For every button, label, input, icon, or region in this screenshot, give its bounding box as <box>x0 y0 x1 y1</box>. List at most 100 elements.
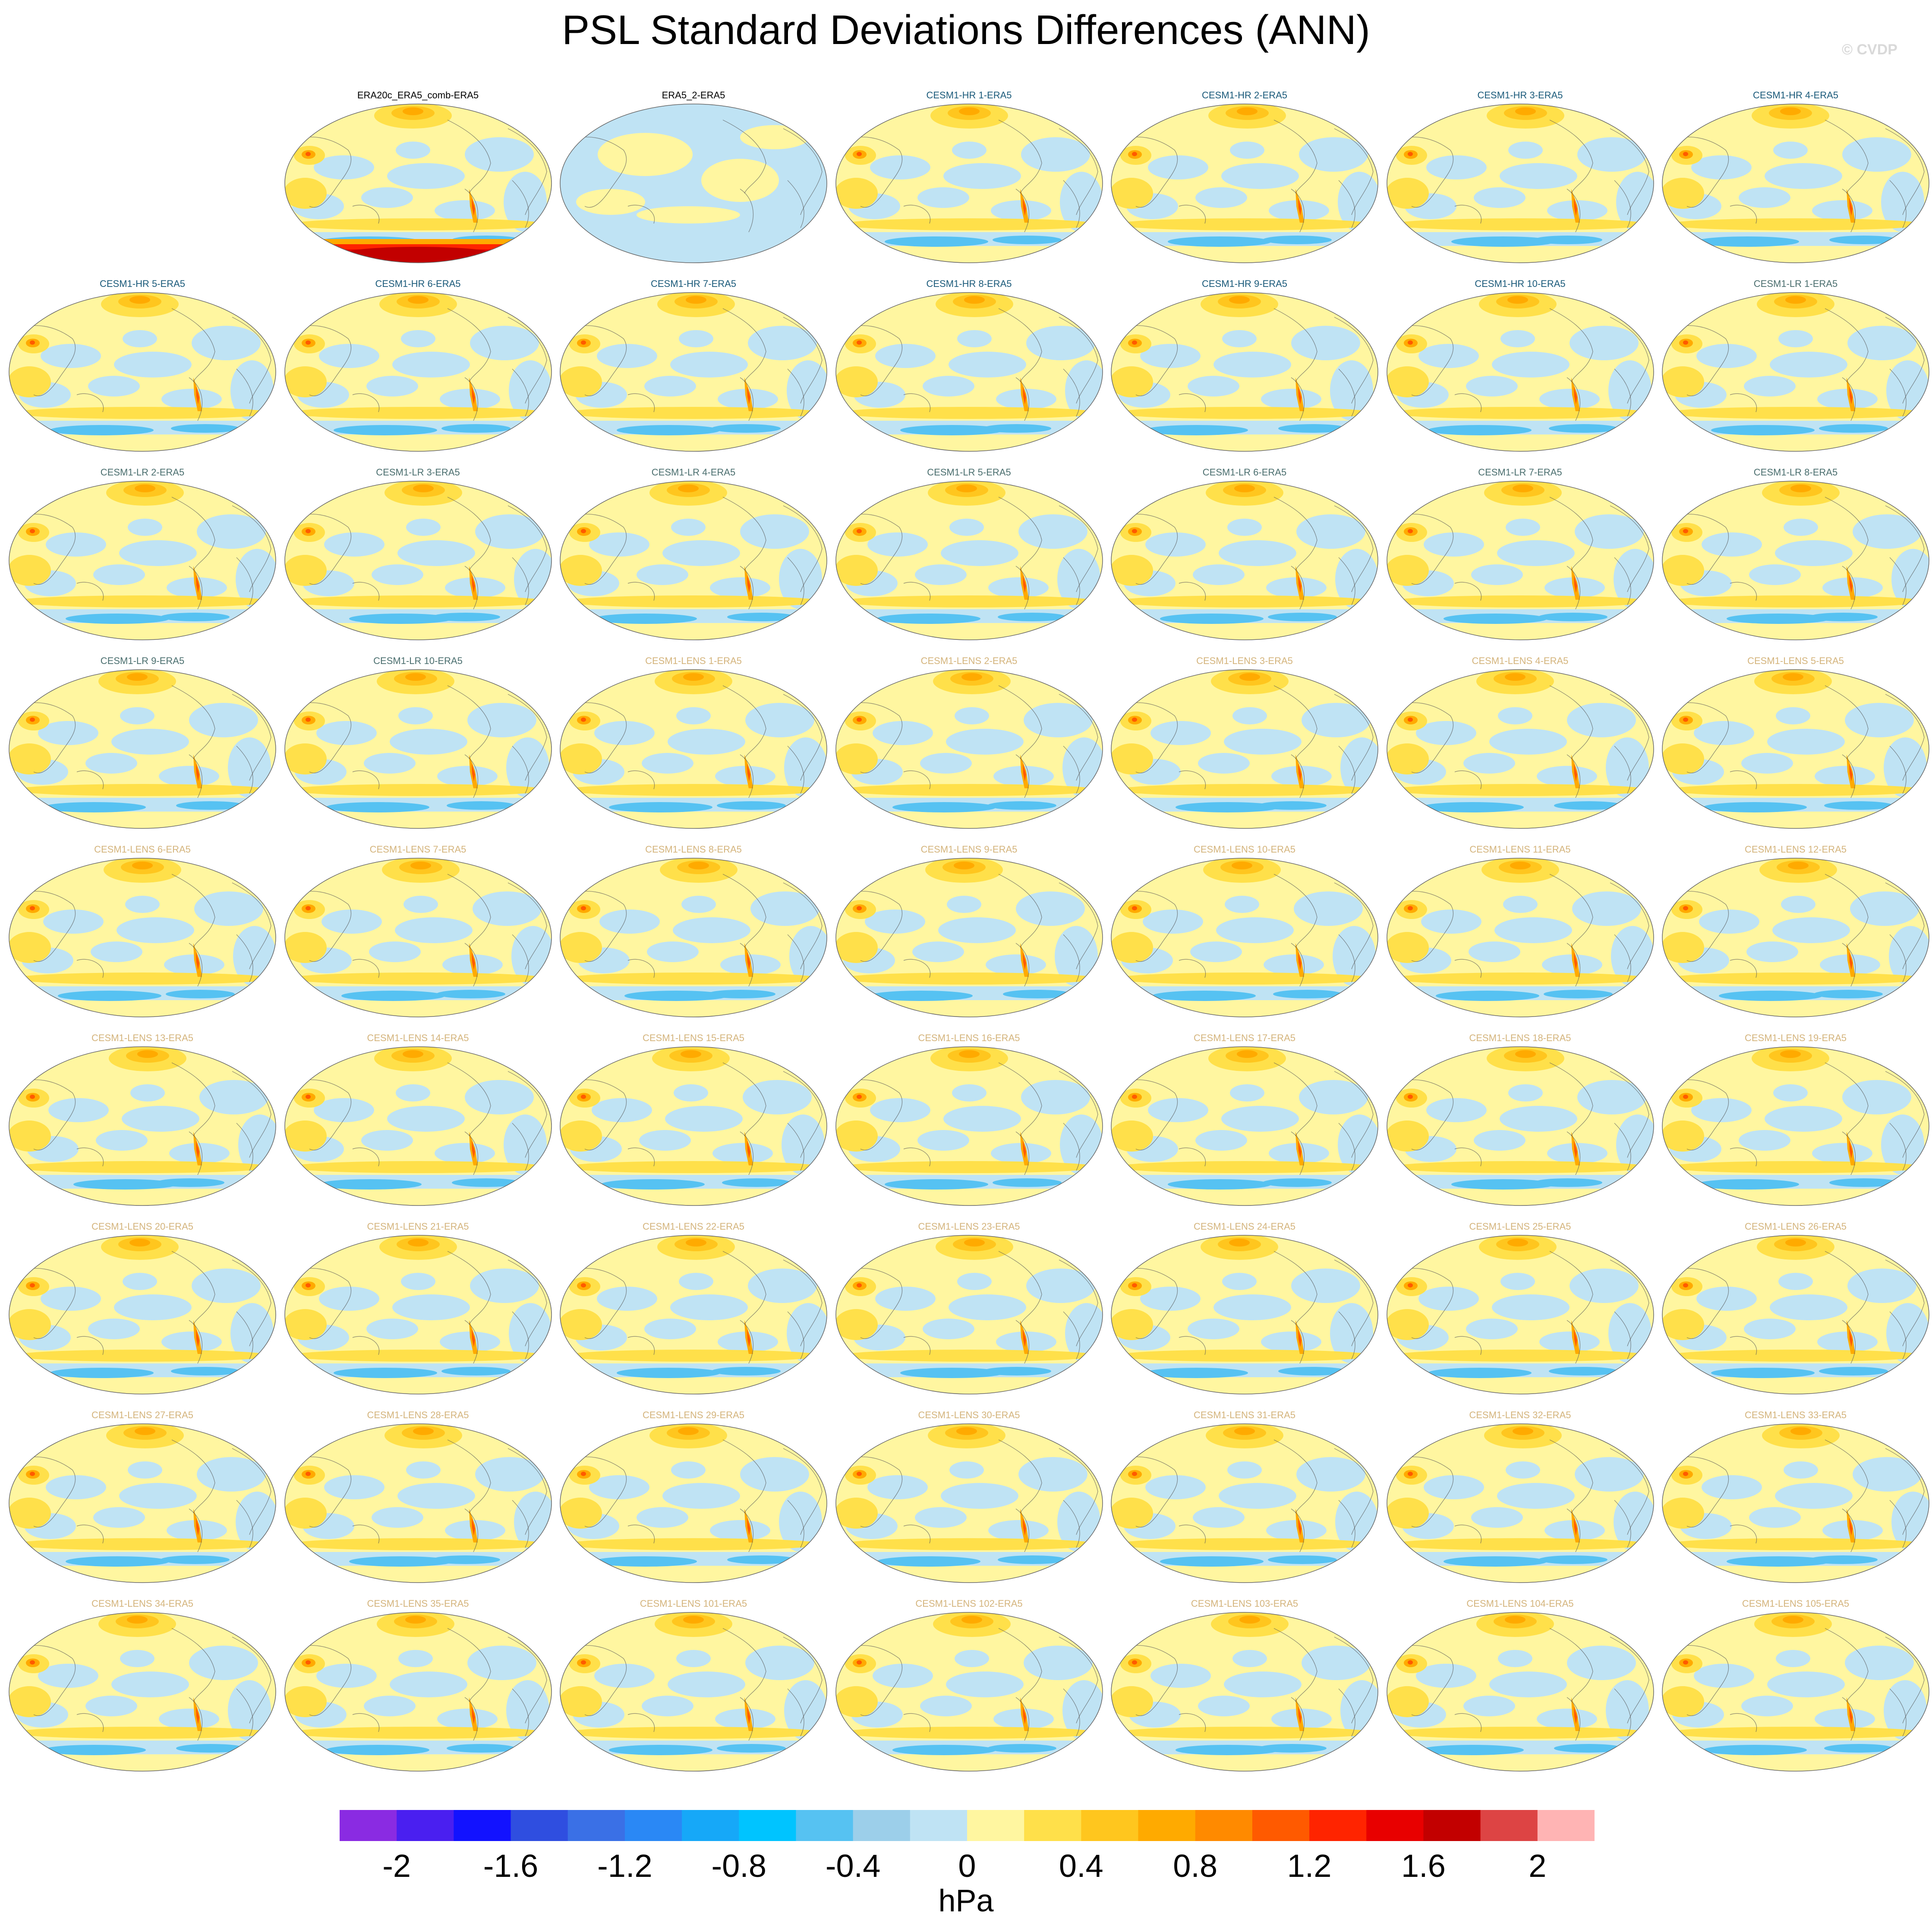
colorbar-swatch <box>796 1810 854 1841</box>
map-panel-icon <box>560 669 827 829</box>
panel-title: CESM1-LENS 27-ERA5 <box>91 1410 193 1420</box>
map-panel: CESM1-LENS 3-ERA5 <box>1110 655 1379 830</box>
map-panel-icon <box>1111 1235 1378 1394</box>
map-panel: ERA5_2-ERA5 <box>559 90 828 264</box>
map-panel: CESM1-LENS 18-ERA5 <box>1386 1032 1655 1207</box>
map-panel: CESM1-LENS 4-ERA5 <box>1386 655 1655 830</box>
colorbar-tick-label: -0.8 <box>711 1848 767 1884</box>
colorbar-tick-label: -0.4 <box>825 1848 881 1884</box>
colorbar-swatch <box>1195 1810 1253 1841</box>
map-panel: CESM1-LR 2-ERA5 <box>8 467 277 642</box>
panel-title: CESM1-HR 3-ERA5 <box>1477 90 1563 101</box>
panel-title: CESM1-LENS 6-ERA5 <box>94 844 191 855</box>
colorbar-swatch <box>739 1810 796 1841</box>
colorbar-swatch <box>340 1810 397 1841</box>
colorbar-swatch <box>1081 1810 1139 1841</box>
map-panel-icon <box>1662 1612 1929 1772</box>
map-panel-grid: ERA20c_ERA5_comb-ERA5 ERA5_2-ERA5 CESM1-HR… <box>8 90 1930 1773</box>
map-panel-icon <box>560 1235 827 1394</box>
map-panel-icon <box>560 292 827 452</box>
panel-title: CESM1-LENS 21-ERA5 <box>367 1221 469 1232</box>
colorbar-swatch <box>682 1810 739 1841</box>
panel-title: CESM1-LR 5-ERA5 <box>927 467 1011 478</box>
map-panel: CESM1-LR 6-ERA5 <box>1110 467 1379 642</box>
map-panel-icon <box>1386 1423 1654 1583</box>
map-panel: CESM1-LENS 34-ERA5 <box>8 1598 277 1773</box>
map-panel: CESM1-LENS 19-ERA5 <box>1661 1032 1930 1207</box>
map-panel: CESM1-LENS 26-ERA5 <box>1661 1221 1930 1396</box>
map-panel: CESM1-LENS 28-ERA5 <box>284 1410 553 1584</box>
map-panel-icon <box>9 1423 276 1583</box>
map-panel-icon <box>284 1612 552 1772</box>
panel-title: CESM1-LENS 26-ERA5 <box>1745 1221 1847 1232</box>
panel-title: CESM1-LENS 32-ERA5 <box>1469 1410 1571 1420</box>
map-panel-icon <box>284 1235 552 1394</box>
map-panel-icon <box>1662 481 1929 640</box>
map-panel-icon <box>9 669 276 829</box>
colorbar-swatch <box>967 1810 1024 1841</box>
panel-title: CESM1-LENS 33-ERA5 <box>1745 1410 1847 1420</box>
map-panel: CESM1-LR 10-ERA5 <box>284 655 553 830</box>
map-panel-icon <box>1662 292 1929 452</box>
panel-title: CESM1-LR 3-ERA5 <box>376 467 460 478</box>
units-label: hPa <box>938 1884 994 1918</box>
map-panel: CESM1-LENS 21-ERA5 <box>284 1221 553 1396</box>
map-panel: CESM1-LENS 13-ERA5 <box>8 1032 277 1207</box>
colorbar-tick-label: -1.2 <box>597 1848 652 1884</box>
map-panel-icon <box>284 104 552 263</box>
colorbar-tick-label: 1.2 <box>1287 1848 1332 1884</box>
panel-title: CESM1-HR 6-ERA5 <box>375 278 461 289</box>
map-panel-icon <box>560 104 827 263</box>
colorbar-swatch <box>1366 1810 1424 1841</box>
map-panel-icon <box>560 1423 827 1583</box>
panel-title: CESM1-LENS 28-ERA5 <box>367 1410 469 1420</box>
map-panel: CESM1-HR 7-ERA5 <box>559 278 828 453</box>
panel-title: CESM1-HR 10-ERA5 <box>1475 278 1566 289</box>
map-panel: CESM1-LR 7-ERA5 <box>1386 467 1655 642</box>
map-panel: CESM1-LENS 103-ERA5 <box>1110 1598 1379 1773</box>
panel-title: CESM1-LENS 34-ERA5 <box>91 1598 193 1609</box>
panel-title: CESM1-LR 6-ERA5 <box>1202 467 1287 478</box>
panel-title: CESM1-LENS 14-ERA5 <box>367 1032 469 1043</box>
map-panel: CESM1-LENS 20-ERA5 <box>8 1221 277 1396</box>
panel-title: CESM1-LENS 1-ERA5 <box>645 655 742 666</box>
panel-title: CESM1-HR 5-ERA5 <box>99 278 186 289</box>
map-panel: CESM1-LENS 1-ERA5 <box>559 655 828 830</box>
map-panel: CESM1-HR 9-ERA5 <box>1110 278 1379 453</box>
map-panel-icon <box>9 1046 276 1206</box>
map-panel-icon <box>835 669 1103 829</box>
panel-title: CESM1-LR 10-ERA5 <box>373 655 463 666</box>
map-panel: CESM1-LENS 24-ERA5 <box>1110 1221 1379 1396</box>
map-panel-icon <box>284 1046 552 1206</box>
colorbar-swatch <box>567 1810 625 1841</box>
panel-title: CESM1-HR 8-ERA5 <box>926 278 1012 289</box>
map-panel-icon <box>835 1235 1103 1394</box>
map-panel: CESM1-LENS 102-ERA5 <box>835 1598 1104 1773</box>
panel-title: CESM1-HR 2-ERA5 <box>1201 90 1288 101</box>
panel-title: CESM1-LENS 18-ERA5 <box>1469 1032 1571 1043</box>
map-panel-icon <box>835 1423 1103 1583</box>
map-panel-icon <box>835 481 1103 640</box>
panel-title: CESM1-HR 1-ERA5 <box>926 90 1012 101</box>
map-panel-icon <box>9 292 276 452</box>
map-panel: CESM1-HR 2-ERA5 <box>1110 90 1379 264</box>
panel-title: CESM1-LENS 4-ERA5 <box>1472 655 1569 666</box>
map-panel-icon <box>835 1046 1103 1206</box>
map-panel-icon <box>284 858 552 1017</box>
map-panel: CESM1-LENS 33-ERA5 <box>1661 1410 1930 1584</box>
map-panel-icon <box>1386 1046 1654 1206</box>
panel-title: CESM1-LENS 11-ERA5 <box>1469 844 1571 855</box>
panel-title: CESM1-LENS 23-ERA5 <box>918 1221 1020 1232</box>
map-panel: CESM1-LENS 22-ERA5 <box>559 1221 828 1396</box>
map-panel: CESM1-LENS 30-ERA5 <box>835 1410 1104 1584</box>
map-panel-icon <box>560 1046 827 1206</box>
colorbar-swatch <box>1423 1810 1481 1841</box>
map-panel-icon <box>1662 104 1929 263</box>
colorbar-swatch <box>1537 1810 1595 1841</box>
panel-title: CESM1-LENS 3-ERA5 <box>1196 655 1293 666</box>
map-panel: CESM1-LENS 6-ERA5 <box>8 844 277 1019</box>
colorbar-swatch <box>1480 1810 1538 1841</box>
panel-title: CESM1-LENS 16-ERA5 <box>918 1032 1020 1043</box>
panel-title: CESM1-LENS 8-ERA5 <box>645 844 742 855</box>
map-panel: CESM1-LENS 104-ERA5 <box>1386 1598 1655 1773</box>
